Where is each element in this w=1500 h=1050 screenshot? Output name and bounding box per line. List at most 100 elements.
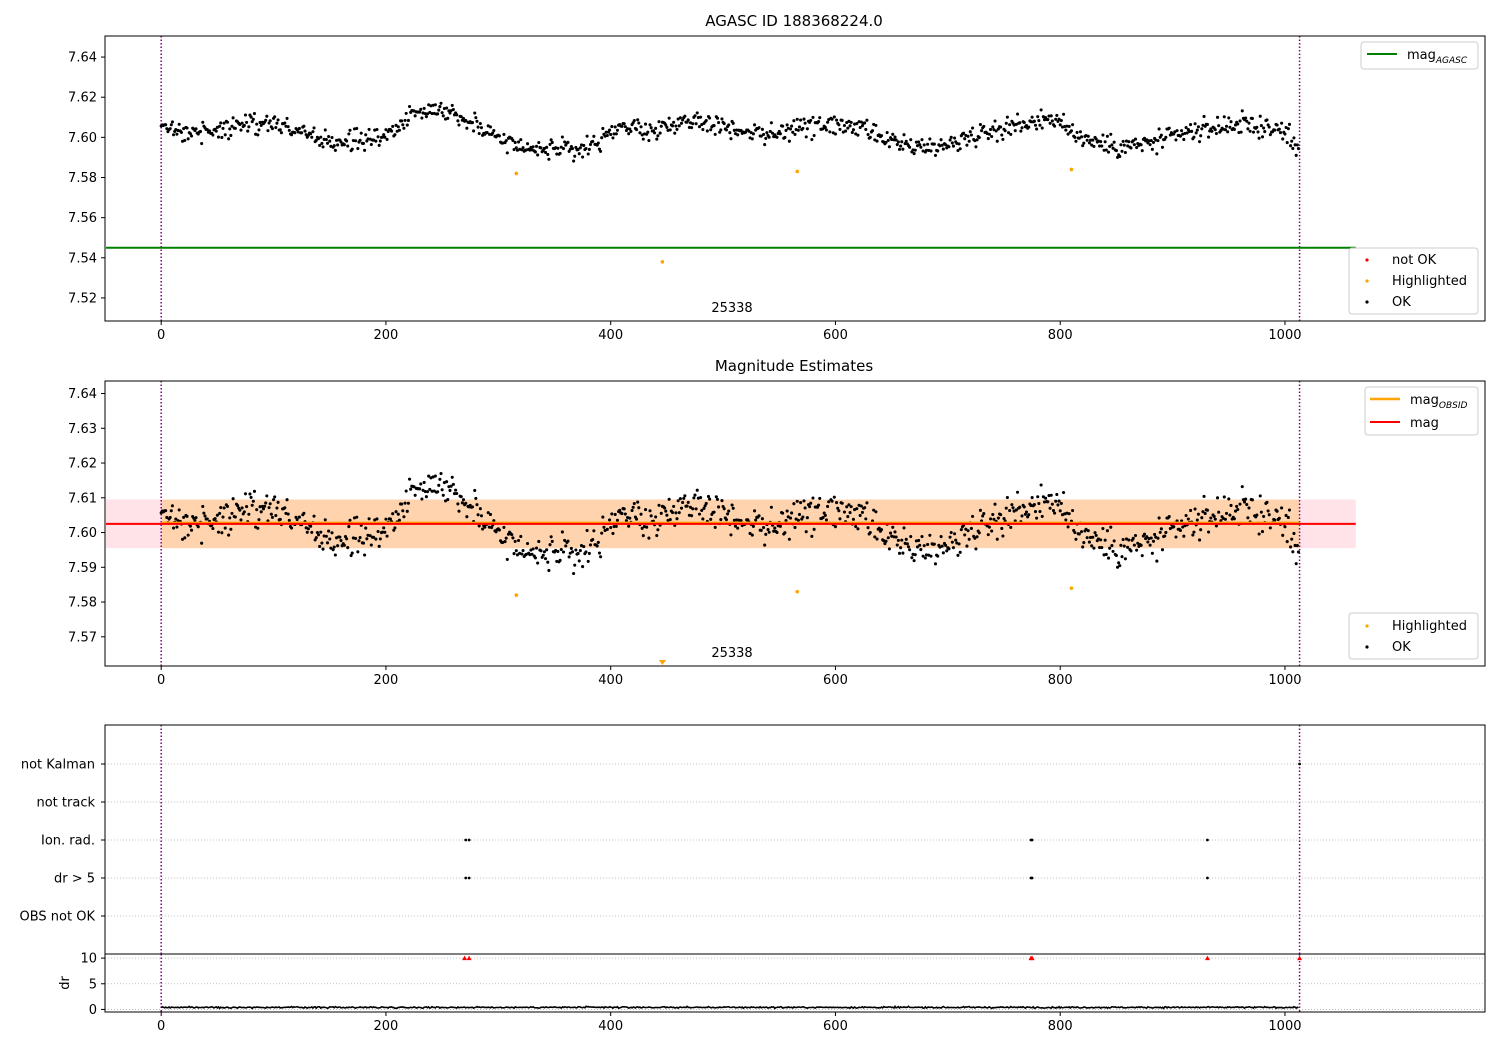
data-point-ok	[848, 511, 852, 515]
panel-estimates-legend-points: Highlighted OK	[1348, 612, 1479, 660]
data-point-ok	[391, 512, 395, 516]
data-point-ok	[1122, 544, 1126, 548]
data-point-ok	[1048, 506, 1052, 510]
data-point-ok	[788, 127, 793, 131]
panel-agasc-title: AGASC ID 188368224.0	[705, 12, 883, 30]
data-point-ok	[1027, 125, 1031, 129]
legend-label-mag: mag	[1410, 416, 1439, 431]
data-point-ok	[448, 111, 452, 115]
data-point-ok	[1157, 127, 1161, 131]
data-point-ok	[945, 549, 949, 553]
data-point-ok	[731, 121, 735, 125]
data-point-ok	[295, 517, 299, 522]
data-point-ok	[1097, 545, 1102, 550]
data-point-ok	[1018, 121, 1022, 125]
data-point-ok	[795, 499, 799, 503]
data-point-ok	[840, 118, 844, 122]
data-point-ok	[949, 530, 953, 535]
data-point-ok	[422, 480, 426, 484]
data-point-ok	[433, 474, 437, 478]
data-point-ok	[325, 141, 330, 145]
data-point-ok	[586, 559, 590, 563]
data-point-ok	[688, 505, 693, 509]
data-point-ok	[1175, 129, 1179, 133]
data-point-ok	[367, 517, 371, 521]
data-point-ok	[556, 549, 560, 554]
data-point-ok	[963, 137, 967, 141]
data-point-ok	[1049, 493, 1053, 497]
data-point-ok	[1244, 497, 1248, 501]
data-point-ok	[1118, 564, 1122, 568]
data-point-ok	[328, 537, 332, 541]
data-point-ok	[1294, 562, 1298, 566]
data-point-ok	[170, 120, 174, 124]
data-point-ok	[1227, 116, 1231, 120]
data-point-ok	[1094, 137, 1098, 141]
data-point-highlighted	[660, 259, 665, 264]
data-point-ok	[995, 537, 999, 541]
data-point-ok	[587, 551, 591, 555]
data-point-ok	[975, 535, 979, 539]
data-point-ok	[900, 538, 904, 542]
data-point-ok	[419, 107, 423, 111]
data-point-ok	[1148, 543, 1152, 547]
data-point-ok	[1236, 122, 1240, 126]
data-point-ok	[1292, 531, 1296, 536]
data-point-ok	[400, 119, 404, 123]
data-point-ok	[164, 123, 168, 127]
data-point-ok	[1258, 114, 1262, 118]
data-point-ok	[342, 143, 346, 147]
data-point-ok	[826, 120, 830, 124]
data-point-ok	[1150, 147, 1154, 151]
data-point-ok	[505, 151, 509, 155]
data-point-ok	[915, 545, 920, 549]
data-point-ok	[1069, 129, 1073, 133]
data-point-ok	[477, 524, 481, 528]
data-point-ok	[525, 541, 530, 546]
data-point-ok	[760, 127, 764, 131]
data-point-ok	[189, 134, 194, 138]
x-tick-label: 200	[374, 328, 399, 343]
data-point-ok	[1290, 537, 1294, 541]
y-tick-label: 0	[89, 1003, 97, 1018]
data-point-ok	[1290, 139, 1294, 143]
data-point-ok	[799, 118, 803, 122]
data-point-ok	[1132, 143, 1136, 147]
data-point-ok	[375, 517, 379, 521]
data-point-ok	[769, 121, 773, 125]
data-point-ok	[785, 123, 789, 127]
legend-label-mag-agasc: magAGASC	[1407, 48, 1468, 66]
data-point-ok	[924, 148, 929, 152]
data-point-ok	[297, 515, 301, 519]
data-point-ok	[1105, 529, 1109, 533]
data-point-ok	[783, 135, 787, 139]
data-point-ok	[456, 119, 460, 123]
y-tick-label: 7.57	[68, 630, 97, 645]
data-point-ok	[354, 139, 358, 143]
data-point-ok	[1103, 538, 1107, 542]
data-point-ok	[978, 508, 982, 512]
data-point-ok	[612, 525, 616, 529]
data-point-ok	[240, 121, 244, 125]
data-point-ok	[376, 529, 380, 534]
data-point-ok	[690, 514, 694, 518]
data-point-ok	[1099, 538, 1103, 542]
data-point-ok	[1278, 131, 1283, 135]
data-point-ok	[996, 127, 1000, 131]
data-point-ok	[545, 548, 549, 552]
data-point-ok	[727, 509, 731, 513]
data-point-ok	[1215, 115, 1220, 119]
data-point-ok	[902, 133, 906, 137]
data-point-ok	[956, 553, 960, 557]
data-point-ok	[473, 111, 477, 115]
data-point-ok	[1153, 532, 1157, 537]
data-point-ok	[939, 138, 943, 142]
data-point-ok	[194, 127, 198, 131]
data-point-ok	[1001, 534, 1005, 538]
data-point-ok	[310, 135, 314, 139]
data-point-ok	[1015, 490, 1020, 494]
data-point-ok	[227, 533, 231, 537]
data-point-ok	[222, 121, 226, 125]
data-point-ok	[965, 544, 969, 548]
data-point-ok	[321, 547, 325, 551]
